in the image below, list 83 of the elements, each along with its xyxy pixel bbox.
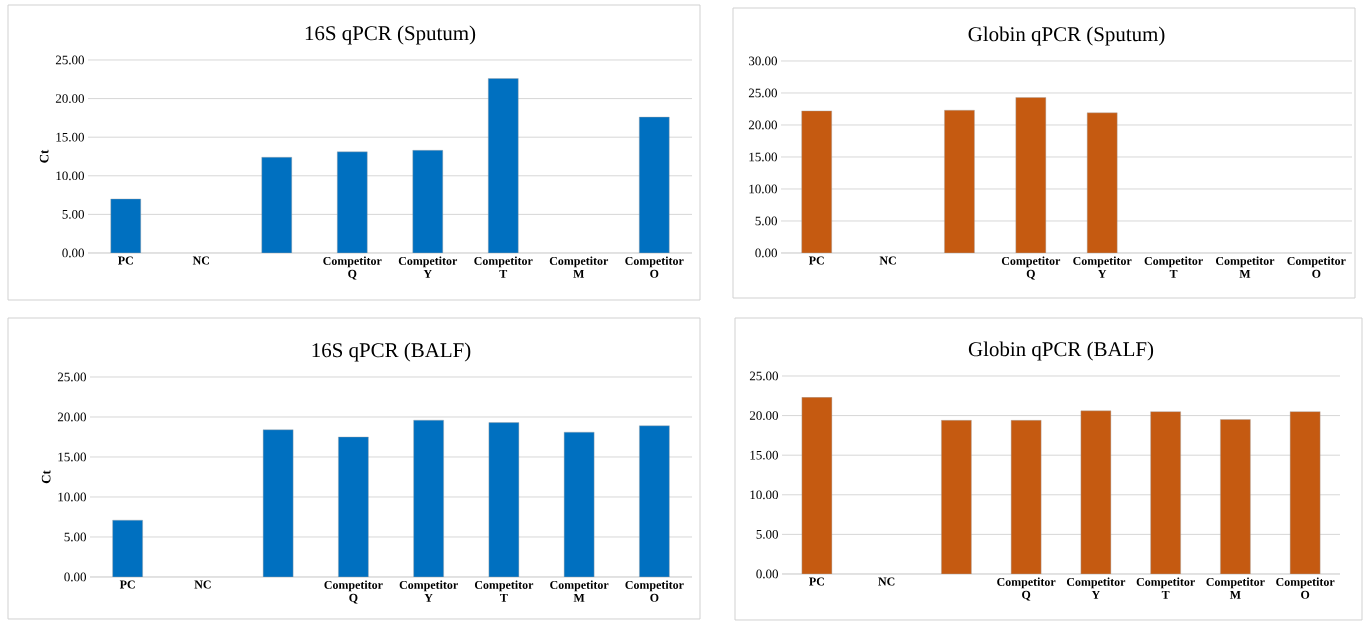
- y-tick-label: 5.00: [755, 216, 778, 226]
- y-tick-label: 25.00: [748, 88, 778, 98]
- bar: [1289, 411, 1321, 574]
- y-tick-label: 15.00: [749, 152, 778, 162]
- x-tick-label: Competitor M: [1206, 577, 1265, 599]
- y-tick-label: 15.00: [750, 450, 779, 460]
- y-tick-label: 10.00: [749, 184, 778, 194]
- bar: [1080, 410, 1112, 574]
- x-tick-label: Competitor Y: [1073, 256, 1132, 278]
- chart-title: 16S qPCR (BALF): [312, 342, 471, 362]
- y-tick-label: 20.00: [55, 94, 84, 103]
- y-axis-title: Ct: [39, 149, 49, 163]
- bar: [262, 429, 294, 577]
- x-tick-label: Competitor T: [1144, 256, 1203, 278]
- bar: [337, 151, 368, 253]
- bar: [110, 198, 141, 253]
- y-tick-label: 10.00: [750, 490, 779, 500]
- y-tick-label: 15.00: [56, 132, 84, 142]
- y-tick-label: 5.00: [756, 529, 779, 539]
- bar: [941, 420, 972, 574]
- chart-title: Globin qPCR (BALF): [968, 341, 1154, 361]
- y-tick-label: 25.00: [57, 372, 86, 382]
- bar: [944, 110, 975, 253]
- y-tick-label: 30.00: [748, 56, 778, 66]
- bar: [801, 397, 833, 574]
- x-tick-label: NC: [879, 256, 896, 265]
- x-tick-label: NC: [878, 577, 895, 586]
- x-tick-label: Competitor O: [1276, 577, 1335, 599]
- y-tick-label: 0.00: [64, 572, 86, 582]
- bar: [112, 519, 143, 577]
- bar: [488, 78, 519, 253]
- x-tick-label: PC: [118, 256, 133, 265]
- bar: [1220, 419, 1251, 574]
- x-tick-label: Competitor Q: [997, 577, 1056, 601]
- bar: [413, 419, 444, 577]
- x-tick-label: Competitor Q: [324, 580, 383, 604]
- chart-title: Globin qPCR (Sputum): [968, 26, 1165, 46]
- y-tick-label: 25.00: [55, 55, 84, 65]
- bar: [412, 150, 443, 253]
- bar: [639, 425, 670, 577]
- x-tick-label: Competitor Q: [323, 256, 382, 280]
- x-tick-label: Competitor O: [1287, 256, 1346, 278]
- x-tick-label: NC: [192, 256, 209, 265]
- x-tick-label: Competitor Y: [399, 580, 458, 602]
- bar: [801, 110, 832, 253]
- bar: [338, 436, 369, 577]
- y-tick-label: 10.00: [58, 492, 86, 502]
- x-tick-label: PC: [808, 256, 824, 265]
- x-tick-label: PC: [119, 580, 135, 589]
- y-tick-label: 10.00: [56, 171, 84, 181]
- x-tick-label: PC: [809, 577, 824, 586]
- x-tick-label: Competitor T: [474, 256, 533, 278]
- x-tick-label: Competitor M: [1215, 256, 1275, 278]
- x-tick-label: NC: [194, 580, 211, 589]
- x-tick-label: Competitor Q: [1001, 256, 1061, 280]
- y-tick-label: 0.00: [756, 569, 779, 579]
- y-tick-label: 20.00: [749, 411, 779, 420]
- bar: [1010, 420, 1042, 574]
- x-tick-label: Competitor Y: [398, 256, 458, 278]
- bar: [1150, 411, 1181, 574]
- y-tick-label: 25.00: [749, 371, 779, 381]
- bar: [261, 157, 292, 253]
- x-tick-label: Competitor Y: [1066, 577, 1126, 599]
- x-tick-label: Competitor M: [550, 580, 609, 602]
- y-tick-label: 20.00: [748, 120, 778, 130]
- y-tick-label: 5.00: [64, 532, 86, 542]
- x-tick-label: Competitor T: [1136, 577, 1195, 599]
- x-tick-label: Competitor T: [474, 580, 534, 602]
- bar: [563, 431, 595, 577]
- y-tick-label: 0.00: [755, 248, 778, 258]
- bar: [1087, 112, 1118, 253]
- chart-title: 16S qPCR (Sputum): [305, 25, 476, 45]
- x-tick-label: Competitor M: [549, 256, 609, 278]
- y-tick-label: 15.00: [58, 452, 86, 462]
- y-tick-label: 20.00: [57, 412, 86, 422]
- x-tick-label: Competitor O: [625, 580, 684, 602]
- y-tick-label: 0.00: [62, 248, 84, 258]
- bar: [639, 116, 670, 253]
- y-axis-title: Ct: [41, 470, 51, 484]
- y-tick-label: 5.00: [62, 209, 84, 219]
- bar: [488, 422, 520, 577]
- x-tick-label: Competitor O: [625, 256, 684, 278]
- bar: [1015, 97, 1047, 253]
